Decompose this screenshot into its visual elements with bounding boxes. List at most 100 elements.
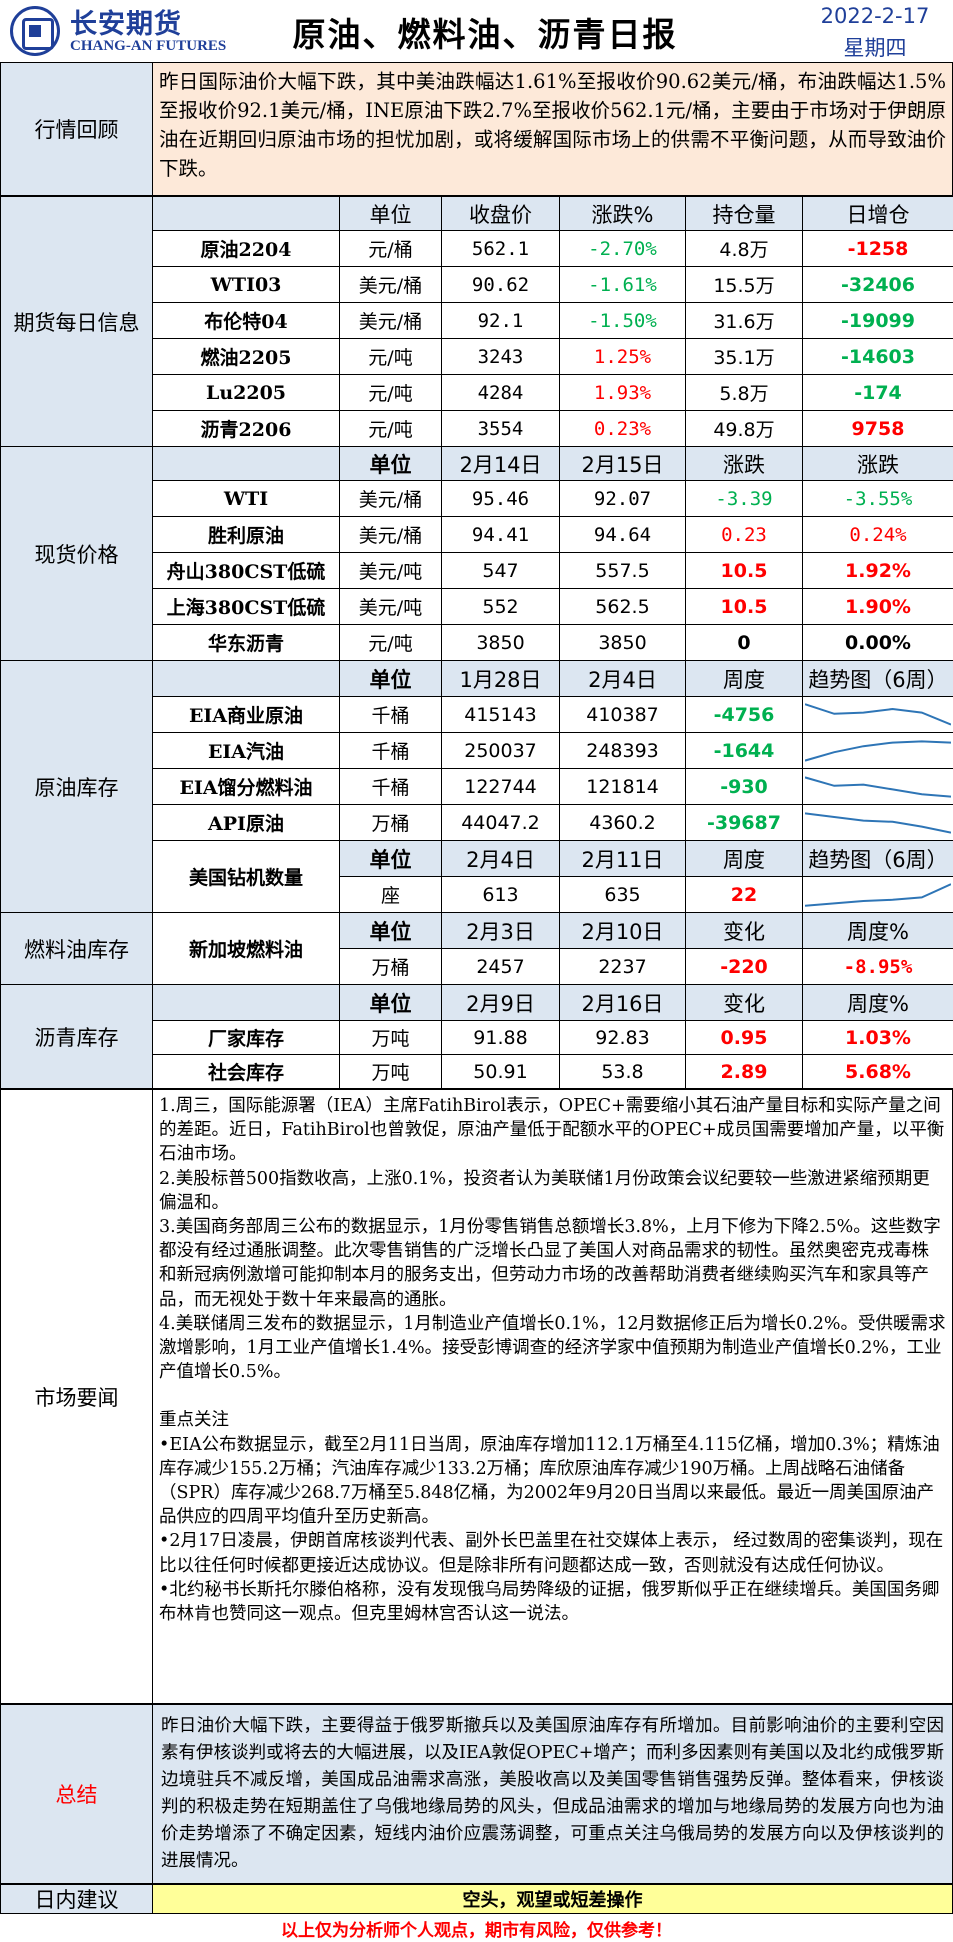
market-review-label: 行情回顾: [1, 63, 153, 195]
futures-oi: 31.6万: [685, 302, 803, 339]
company-logo-icon: [10, 6, 60, 56]
table-row: Lu2205 元/吨 4284 1.93% 5.8万 -174: [1, 374, 953, 411]
trend-sparkline: [805, 775, 951, 798]
rig-header: 趋势图（6周）: [802, 840, 953, 877]
news-focus-item: •北约秘书长斯托尔滕伯格称，没有发现俄乌局势降级的证据，俄罗斯似乎正在继续增兵。…: [159, 1579, 940, 1625]
futures-daily-oi: -174: [802, 374, 953, 411]
spot-name: 华东沥青: [152, 624, 340, 661]
sparkline-line: [805, 811, 951, 834]
futures-name: 原油2204: [152, 230, 340, 267]
table-row: API原油 万桶 44047.2 4360.2 -39687: [1, 804, 953, 841]
rig-change: 22: [685, 876, 803, 913]
spot-change: 0: [685, 624, 803, 661]
futures-daily-oi: -1258: [802, 230, 953, 267]
spot-change: -3.39: [685, 480, 803, 517]
spot-header-blank: [152, 446, 340, 481]
futures-section-label: 期货每日信息: [0, 196, 153, 447]
futures-header: 持仓量: [685, 196, 803, 231]
rig-header: 2月11日: [559, 840, 686, 877]
asphalt-d2: 92.83: [559, 1020, 686, 1055]
spot-header: 单位: [339, 446, 442, 481]
futures-close: 4284: [441, 374, 560, 411]
spot-pct: 1.92%: [802, 552, 953, 589]
futures-close: 562.1: [441, 230, 560, 267]
rig-header: 单位: [339, 840, 442, 877]
news-focus-item: •2月17日凌晨，伊朗首席核谈判代表、副外长巴盖里在社交媒体上表示， 经过数周的…: [159, 1531, 944, 1576]
futures-oi: 35.1万: [685, 338, 803, 375]
futures-oi: 5.8万: [685, 374, 803, 411]
inventory-name: EIA商业原油: [152, 696, 340, 733]
futures-header-blank: [152, 196, 340, 231]
market-news-label: 市场要闻: [1, 1090, 153, 1703]
asphalt-name: 厂家库存: [152, 1020, 340, 1055]
spot-d1: 552: [441, 588, 560, 625]
spot-change: 10.5: [685, 588, 803, 625]
futures-name: Lu2205: [152, 374, 340, 411]
spot-unit: 美元/吨: [339, 552, 442, 589]
inventory-unit: 万桶: [339, 804, 442, 841]
futures-change: -1.61%: [559, 266, 686, 303]
rig-trend-cell: [802, 876, 953, 913]
inventory-header: 2月4日: [559, 660, 686, 697]
inventory-change: -4756: [685, 696, 803, 733]
spot-d2: 94.64: [559, 516, 686, 553]
spot-change: 10.5: [685, 552, 803, 589]
report-weekday: 星期四: [843, 36, 907, 60]
futures-unit: 元/吨: [339, 338, 442, 375]
inventory-d1: 250037: [441, 732, 560, 769]
news-focus-title: 重点关注: [159, 1410, 229, 1431]
intraday-advice-label: 日内建议: [1, 1885, 153, 1913]
table-row: 胜利原油 美元/桶 94.41 94.64 0.23 0.24%: [1, 516, 953, 553]
spot-header: 涨跌: [802, 446, 953, 481]
fuel-change: -220: [685, 948, 803, 985]
futures-change: -1.50%: [559, 302, 686, 339]
inventory-trend-cell: [802, 696, 953, 733]
sparkline-line: [805, 739, 951, 762]
spot-pct: 0.00%: [802, 624, 953, 661]
inventory-name: EIA汽油: [152, 732, 340, 769]
spot-header: 涨跌: [685, 446, 803, 481]
spot-d1: 547: [441, 552, 560, 589]
table-row: 厂家库存 万吨 91.88 92.83 0.95 1.03%: [1, 1020, 953, 1055]
asphalt-header: 单位: [339, 984, 442, 1021]
crude-inventory-label: 原油库存: [0, 660, 153, 913]
table-row: WTI03 美元/桶 90.62 -1.61% 15.5万 -32406: [1, 266, 953, 303]
fuel-d1: 2457: [441, 948, 560, 985]
inventory-d2: 248393: [559, 732, 686, 769]
asphalt-inventory-label: 沥青库存: [0, 984, 153, 1089]
asphalt-inventory-table: 沥青库存 单位 2月9日 2月16日 变化 周度% 厂家库存 万吨 91.88 …: [0, 984, 953, 1089]
futures-unit: 元/吨: [339, 374, 442, 411]
futures-oi: 15.5万: [685, 266, 803, 303]
trend-sparkline: [805, 882, 951, 907]
futures-close: 3243: [441, 338, 560, 375]
inventory-header: 1月28日: [441, 660, 560, 697]
table-row: 燃油2205 元/吨 3243 1.25% 35.1万 -14603: [1, 338, 953, 375]
futures-close: 90.62: [441, 266, 560, 303]
fuel-pct: -8.95%: [802, 948, 953, 985]
futures-change: 0.23%: [559, 410, 686, 447]
futures-close: 92.1: [441, 302, 560, 339]
crude-inventory-table: 原油库存 单位 1月28日 2月4日 周度 趋势图（6周） EIA商业原油 千桶…: [0, 660, 953, 913]
table-row: 华东沥青 元/吨 3850 3850 0 0.00%: [1, 624, 953, 661]
sparkline-line: [805, 775, 951, 798]
news-item: 4.美联储周三发布的数据显示，1月制造业产值增长0.1%，12月数据修正后为增长…: [159, 1313, 946, 1383]
spot-unit: 美元/桶: [339, 480, 442, 517]
asphalt-name: 社会库存: [152, 1054, 340, 1089]
futures-name: 布伦特04: [152, 302, 340, 339]
inventory-header: 单位: [339, 660, 442, 697]
inventory-d1: 122744: [441, 768, 560, 805]
market-news-text: 1.周三，国际能源署（IEA）主席FatihBirol表示，OPEC+需要缩小其…: [153, 1090, 952, 1703]
asphalt-d1: 91.88: [441, 1020, 560, 1055]
asphalt-d2: 53.8: [559, 1054, 686, 1089]
spot-d2: 562.5: [559, 588, 686, 625]
futures-change: 1.25%: [559, 338, 686, 375]
inventory-d1: 44047.2: [441, 804, 560, 841]
rig-header: 2月4日: [441, 840, 560, 877]
market-review-section: 行情回顾 昨日国际油价大幅下跌，其中美油跌幅达1.61%至报收价90.62美元/…: [0, 62, 953, 196]
futures-header: 单位: [339, 196, 442, 231]
futures-unit: 元/桶: [339, 230, 442, 267]
asphalt-unit: 万吨: [339, 1054, 442, 1089]
inventory-change: -1644: [685, 732, 803, 769]
inventory-trend-cell: [802, 768, 953, 805]
fuel-header: 单位: [339, 912, 442, 949]
